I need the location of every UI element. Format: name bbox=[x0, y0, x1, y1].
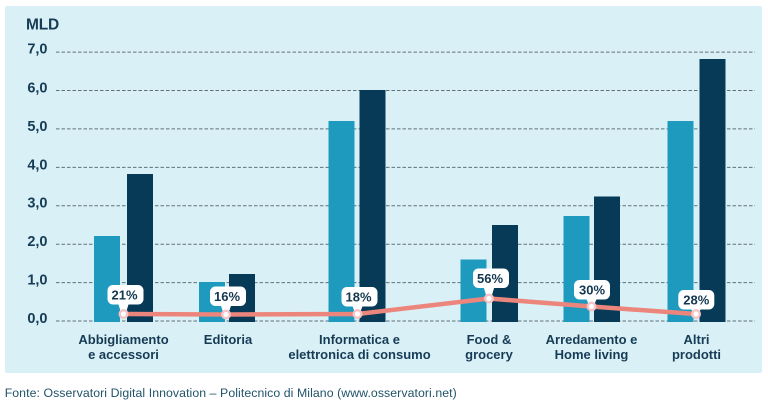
svg-text:4,0: 4,0 bbox=[27, 157, 47, 173]
svg-text:prodotti: prodotti bbox=[672, 347, 721, 362]
svg-text:Abbigliamento: Abbigliamento bbox=[78, 332, 168, 347]
svg-text:18%: 18% bbox=[345, 290, 371, 305]
svg-text:grocery: grocery bbox=[465, 347, 513, 362]
svg-text:Home living: Home living bbox=[555, 347, 629, 362]
svg-text:7,0: 7,0 bbox=[27, 42, 47, 58]
svg-text:e accessori: e accessori bbox=[88, 347, 159, 362]
svg-text:Altri: Altri bbox=[684, 332, 710, 347]
svg-text:1,0: 1,0 bbox=[27, 273, 47, 289]
svg-text:5,0: 5,0 bbox=[27, 119, 47, 135]
svg-text:6,0: 6,0 bbox=[27, 80, 47, 96]
svg-text:16%: 16% bbox=[214, 289, 240, 304]
svg-text:elettronica di consumo: elettronica di consumo bbox=[288, 347, 430, 362]
svg-text:30%: 30% bbox=[579, 283, 605, 298]
svg-text:Arredamento e: Arredamento e bbox=[546, 332, 638, 347]
svg-text:Editoria: Editoria bbox=[204, 332, 253, 347]
svg-text:MLD: MLD bbox=[26, 17, 59, 34]
svg-text:0,0: 0,0 bbox=[27, 311, 47, 327]
svg-text:2,0: 2,0 bbox=[27, 234, 47, 250]
svg-text:Food &: Food & bbox=[467, 332, 512, 347]
svg-text:21%: 21% bbox=[111, 288, 137, 303]
svg-text:Informatica e: Informatica e bbox=[319, 332, 400, 347]
svg-text:3,0: 3,0 bbox=[27, 196, 47, 212]
svg-text:56%: 56% bbox=[477, 271, 503, 286]
svg-text:Fonte: Osservatori Digital Inn: Fonte: Osservatori Digital Innovation – … bbox=[5, 386, 457, 400]
svg-text:28%: 28% bbox=[683, 293, 709, 308]
